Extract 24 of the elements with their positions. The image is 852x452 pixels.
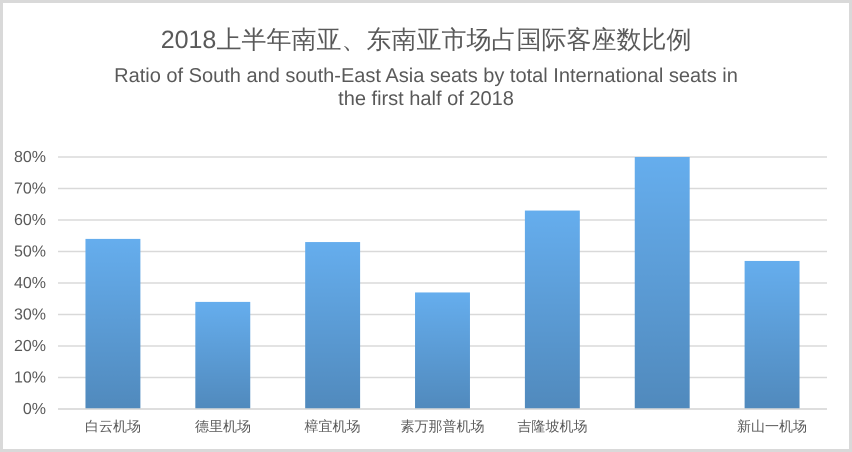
y-tick-label: 0%: [22, 401, 46, 418]
bar: [415, 292, 470, 409]
bar: [195, 302, 250, 409]
y-tick-label: 70%: [14, 180, 46, 198]
y-tick-label: 50%: [14, 244, 46, 261]
x-tick-label: 新山一机场: [737, 418, 808, 434]
x-tick-label: 德里机场: [194, 418, 251, 434]
y-tick-label: 60%: [14, 212, 46, 230]
bar: [744, 260, 800, 409]
chart-subtitle: Ratio of South and south-East Asia seats by total International seats in the first half of 2018: [114, 65, 738, 110]
x-tick-label: 吉隆坡机场: [517, 418, 588, 434]
bar: [634, 157, 690, 409]
bar: [305, 242, 360, 409]
bar: [524, 210, 580, 409]
y-tick-label: 10%: [14, 370, 46, 387]
bar: [85, 238, 140, 409]
y-tick-label: 20%: [14, 338, 46, 356]
x-tick-label: 素万那普机场: [400, 418, 484, 434]
y-tick-label: 80%: [14, 149, 46, 166]
x-tick-label: 白云机场: [84, 418, 141, 434]
y-tick-label: 40%: [14, 275, 46, 292]
x-tick-label: 樟宜机场: [304, 418, 361, 434]
y-tick-label: 30%: [14, 306, 46, 324]
chart-title: 2018上半年南亚、东南亚市场占国际客座数比例: [160, 26, 692, 54]
